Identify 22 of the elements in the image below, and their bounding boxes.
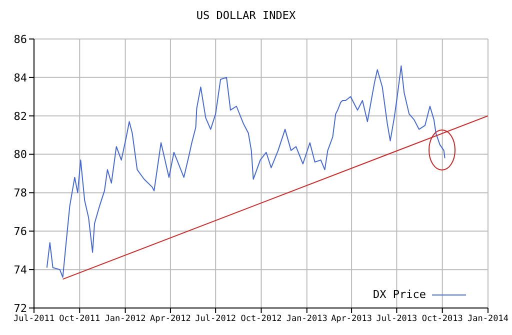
y-tick-label: 76: [14, 225, 27, 238]
legend-label: DX Price: [373, 288, 426, 301]
x-tick-label: Jul-2012: [195, 314, 236, 324]
x-tick-label: Oct-2012: [240, 314, 282, 324]
x-tick-label: Jan-2012: [104, 314, 146, 324]
x-tick-label: Apr-2013: [331, 314, 372, 324]
chart-title: US DOLLAR INDEX: [195, 9, 297, 22]
x-tick-label: Oct-2013: [422, 314, 463, 324]
x-tick-label: Oct-2011: [59, 314, 100, 324]
y-tick-label: 74: [14, 263, 28, 276]
x-tick-label: Jul-2013: [376, 314, 418, 324]
y-tick-label: 78: [14, 186, 27, 200]
y-tick-label: 86: [14, 32, 27, 46]
y-tick-label: 82: [14, 110, 27, 123]
y-tick-label: 72: [14, 302, 27, 315]
x-tick-label: Jan-2014: [468, 314, 508, 324]
line-series: [46, 65, 446, 278]
x-tick-label: Apr-2012: [150, 314, 191, 324]
x-tick-label: Jan-2013: [286, 314, 328, 324]
x-tick-label: Jul-2011: [14, 314, 54, 324]
y-tick-label: 80: [14, 148, 27, 162]
y-tick-label: 84: [14, 71, 28, 84]
